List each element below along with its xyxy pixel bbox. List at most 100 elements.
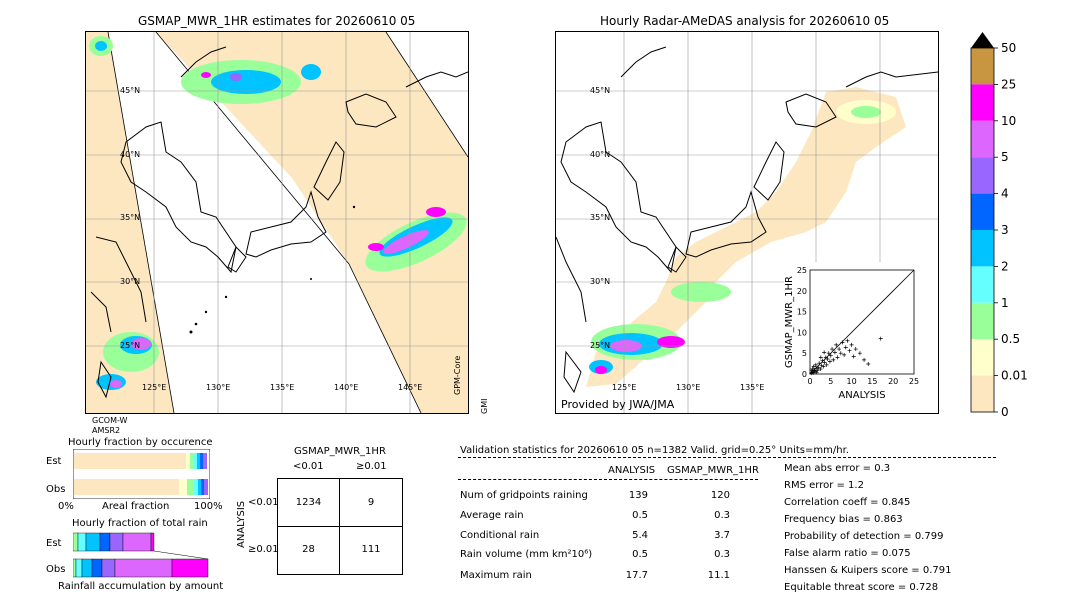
right-lat-label-30: 30°N: [590, 277, 611, 286]
scatter-point: [809, 368, 814, 373]
scatter-xtick-label: 0: [807, 377, 812, 386]
occurrence-bar-obs-dry: [74, 479, 179, 495]
colorbar-segment: [971, 339, 994, 376]
validation-row-gsmap: 120: [710, 490, 730, 501]
scatter-point: [813, 362, 818, 367]
sensor-right-name: GMI: [480, 398, 489, 414]
scatter-point: [821, 364, 826, 369]
rain-cell: [383, 230, 429, 254]
total-rain-row-est: Est: [46, 538, 62, 549]
swath-edge-line: [385, 32, 468, 158]
total-rain-bar-est: [85, 532, 101, 552]
scatter-point: [842, 352, 847, 357]
colorbar-label: 0.01: [1001, 369, 1028, 383]
scatter-xtick-label: 5: [828, 377, 833, 386]
total-rain-bar-obs: [114, 558, 173, 578]
rain-cell: [110, 380, 122, 388]
total-rain-bar-est: [122, 532, 152, 552]
scatter-point: [817, 361, 822, 366]
left-lat-label-35: 35°N: [120, 213, 141, 222]
occurrence-row-obs: Obs: [46, 484, 66, 495]
total-rain-axis-label: Rainfall accumulation by amount: [58, 581, 224, 592]
left-lon-label-130: 130°E: [206, 383, 231, 392]
rain-cell: [851, 106, 881, 118]
left-map-canvas: [86, 32, 468, 413]
total-rain-bar-est: [77, 532, 87, 552]
scatter-point: [811, 364, 816, 369]
left-map-coastline: [90, 46, 468, 399]
total-rain-bar-obs: [75, 558, 83, 578]
total-rain-bar-obs: [171, 558, 209, 578]
scatter-point: [857, 351, 862, 356]
validation-row-gsmap: 11.1: [707, 570, 730, 581]
colorbar-segment: [971, 120, 994, 158]
rain-cell: [131, 338, 151, 350]
left-map-title: GSMAP_MWR_1HR estimates for 20260610 05: [138, 14, 416, 28]
scatter-point: [862, 357, 867, 362]
contingency-col-ge: ≥0.01: [356, 461, 387, 472]
score-correlation: Correlation coeff = 0.845: [784, 497, 911, 508]
colorbar-segment: [971, 375, 994, 412]
left-lon-label-125: 125°E: [142, 383, 167, 392]
validation-table-rule: [458, 479, 758, 480]
colorbar-segment: [971, 157, 994, 194]
scatter-point: [853, 347, 858, 352]
total-rain-bar-obs: [91, 558, 103, 578]
scatter-point: [818, 355, 823, 360]
score-frequency-bias: Frequency bias = 0.863: [784, 514, 903, 525]
scatter-xlabel: ANALYSIS: [838, 390, 885, 401]
colorbar-label: 3: [1001, 223, 1009, 237]
colorbar-label: 10: [1001, 114, 1016, 128]
scatter-point: [843, 345, 848, 350]
validation-row-analysis: 17.7: [625, 570, 648, 581]
validation-row-gsmap: 0.3: [714, 510, 730, 521]
occurrence-title: Hourly fraction by occurence: [68, 437, 213, 448]
contingency-row-ge: ≥0.01: [248, 544, 279, 555]
occurrence-bar-obs-wet: [204, 479, 208, 495]
occurrence-bar-est-wet: [190, 453, 194, 469]
validation-row-label: Average rain: [460, 510, 524, 521]
scatter-ytick-label: 25: [797, 266, 807, 275]
colorbar-label: 0.5: [1001, 332, 1020, 346]
occurrence-bar-obs-wet: [179, 479, 187, 495]
right-map-coastline: [556, 46, 938, 394]
validation-row-analysis: 0.5: [632, 549, 648, 560]
occurrence-bar-obs-wet: [187, 479, 194, 495]
scatter-point: [818, 367, 823, 372]
contingency-title: GSMAP_MWR_1HR: [294, 446, 386, 457]
right-lon-label-130: 130°E: [676, 383, 701, 392]
total-rain-bar-est: [73, 532, 79, 552]
left-map-gridlines: [86, 32, 468, 413]
right-lat-label-25: 25°N: [590, 341, 611, 350]
scatter-ytick-label: 0: [802, 370, 807, 379]
colorbar-label: 1: [1001, 296, 1009, 310]
colorbar-segment: [971, 302, 994, 340]
colorbar-label: 2: [1001, 259, 1009, 273]
scatter-point: [837, 347, 842, 352]
validation-row-analysis: 5.4: [632, 530, 648, 541]
scatter-xtick-label: 10: [847, 377, 857, 386]
total-rain-row-obs: Obs: [46, 564, 66, 575]
scatter-point: [845, 338, 850, 343]
contingency-cell-11: 111: [361, 544, 381, 555]
occurrence-axis-right: 100%: [194, 501, 223, 512]
left-map-panel: 45°N 40°N 35°N 30°N 25°N 125°E 130°E 135…: [85, 31, 469, 414]
score-hk: Hanssen & Kuipers score = 0.791: [784, 565, 952, 576]
scatter-ytick-label: 20: [797, 287, 807, 296]
analysis-coverage: [586, 87, 906, 387]
score-mean-abs-error: Mean abs error = 0.3: [784, 463, 891, 474]
score-far: False alarm ratio = 0.075: [784, 548, 911, 559]
occurrence-axis-left: 0%: [58, 501, 74, 512]
contingency-cell-10: 28: [302, 544, 315, 555]
occurrence-chart: [73, 449, 210, 499]
left-lat-label-40: 40°N: [120, 150, 141, 159]
total-rain-bar-obs: [81, 558, 93, 578]
rain-cell: [301, 64, 321, 80]
rain-cell: [201, 72, 211, 78]
scatter-point: [838, 351, 843, 356]
right-lat-label-40: 40°N: [590, 150, 611, 159]
scatter-plot: 00 5 5 10 10 15 15 20 20 25 25 ANALYSIS GSMAP_MWR_…: [784, 266, 919, 401]
scatter-diagonal: [809, 269, 915, 375]
rain-cell: [671, 282, 731, 302]
colorbar-segment: [971, 48, 994, 85]
